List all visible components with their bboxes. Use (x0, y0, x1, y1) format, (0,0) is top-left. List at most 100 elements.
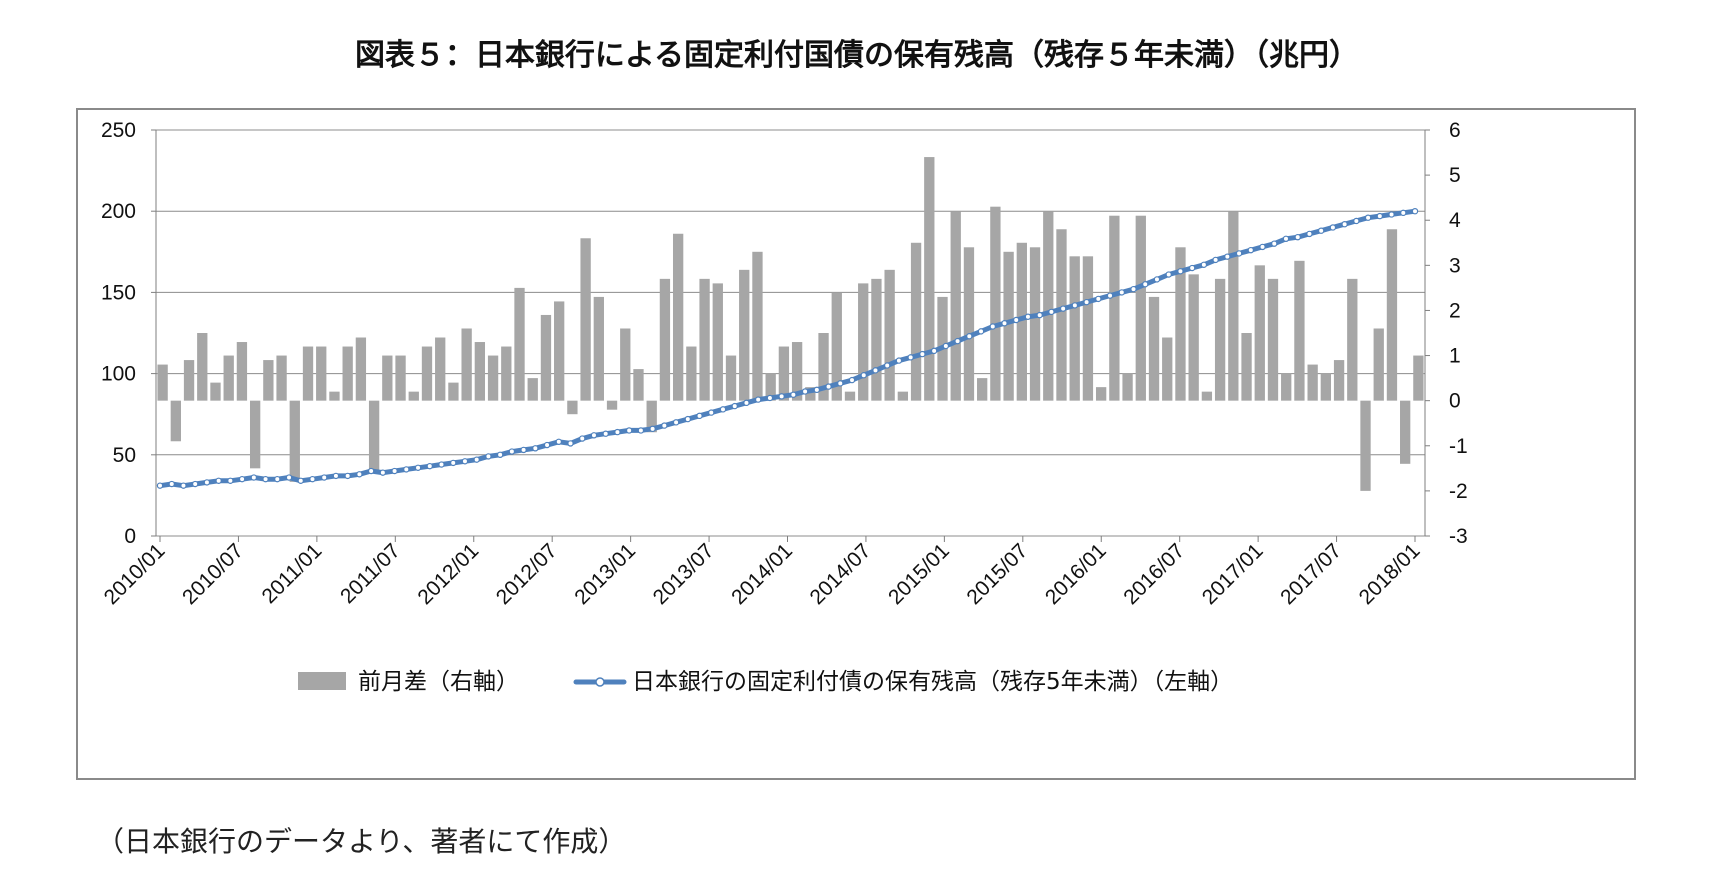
line-point (1001, 320, 1008, 327)
line-point (754, 396, 762, 403)
line-point (1364, 214, 1372, 221)
line-point (543, 441, 551, 449)
x-tick-label: 2016/01 (1041, 539, 1111, 609)
line-point (860, 372, 867, 379)
line-point (766, 394, 774, 402)
line-point (321, 474, 328, 481)
bar (1069, 256, 1080, 401)
line-point (356, 471, 363, 478)
line-point (837, 380, 844, 387)
bar (910, 242, 922, 401)
bar (1360, 400, 1371, 491)
left-tick-label: 50 (113, 444, 136, 467)
line-point (872, 367, 879, 374)
right-tick-label: -1 (1449, 435, 1468, 458)
bar (950, 211, 961, 401)
bar (778, 346, 790, 401)
bar (236, 342, 248, 401)
line-point (403, 466, 410, 473)
line-point (1048, 308, 1055, 316)
bar (355, 337, 367, 401)
line-point (637, 427, 645, 434)
line-point (1095, 295, 1102, 303)
legend-swatch-bar (298, 672, 346, 690)
bar (1082, 256, 1094, 401)
bar (1029, 247, 1041, 401)
bar (1333, 360, 1345, 401)
bar (606, 400, 618, 410)
line-point (391, 467, 398, 475)
line-point (215, 477, 222, 484)
line-point (274, 475, 281, 483)
bar (1188, 274, 1199, 401)
bar (659, 278, 671, 401)
line-point (1130, 285, 1137, 293)
bar (1175, 247, 1186, 401)
line-point (813, 386, 821, 394)
bar (831, 292, 842, 401)
line-point (684, 415, 692, 423)
bar (1095, 387, 1107, 401)
left-tick-label: 200 (101, 200, 136, 223)
bar (435, 337, 446, 401)
bar (1347, 278, 1358, 401)
line-point (731, 402, 738, 410)
line-point (1106, 292, 1114, 299)
line-point (567, 440, 574, 447)
bar (157, 364, 168, 401)
bar (990, 206, 1001, 401)
line-point (907, 354, 914, 361)
line-point (977, 328, 985, 335)
line-point (555, 438, 562, 446)
line-point (1247, 246, 1254, 254)
line-point (485, 453, 492, 460)
line-point (989, 323, 996, 330)
line-point (919, 350, 926, 358)
bar (170, 400, 181, 442)
x-tick-label: 2012/01 (413, 539, 483, 609)
line-point (414, 464, 422, 471)
line-point (1165, 271, 1172, 278)
line-point (227, 477, 234, 484)
line-point (450, 459, 457, 467)
bar (977, 378, 988, 401)
left-tick-label: 0 (124, 525, 136, 548)
line-point (532, 445, 539, 452)
line-point (1083, 298, 1090, 306)
bar (1016, 242, 1027, 401)
line-point (168, 480, 175, 488)
line-point (262, 475, 269, 483)
chart-title: 図表５：日本銀行による固定利付国債の保有残高（残存５年未満）（兆円） (354, 38, 1360, 73)
line-point (1388, 211, 1395, 218)
bar (1373, 328, 1384, 401)
line-point (1235, 250, 1243, 257)
line-point (672, 419, 680, 426)
line-point (719, 406, 727, 413)
bar (1413, 355, 1424, 401)
line-point (1259, 243, 1266, 251)
bar (672, 233, 684, 401)
bar (805, 387, 816, 401)
bar (1201, 391, 1213, 401)
line-point (250, 474, 258, 481)
line-point (942, 342, 950, 350)
line-point (203, 479, 211, 486)
line-point (966, 333, 973, 340)
bar (765, 373, 776, 401)
left-tick-label: 150 (101, 281, 136, 304)
bar (408, 391, 419, 401)
line-point (649, 425, 656, 433)
x-tick-label: 2014/07 (806, 539, 876, 609)
bar (1228, 211, 1239, 401)
line-point (285, 474, 293, 481)
x-tick-label: 2012/07 (492, 539, 562, 609)
bar (342, 346, 353, 401)
bar (210, 382, 221, 401)
bar (289, 400, 300, 482)
bar (527, 378, 538, 401)
line-point (661, 422, 668, 429)
bar (924, 157, 935, 401)
line-point (954, 337, 961, 345)
line-point (1376, 212, 1384, 220)
bar (752, 251, 763, 401)
